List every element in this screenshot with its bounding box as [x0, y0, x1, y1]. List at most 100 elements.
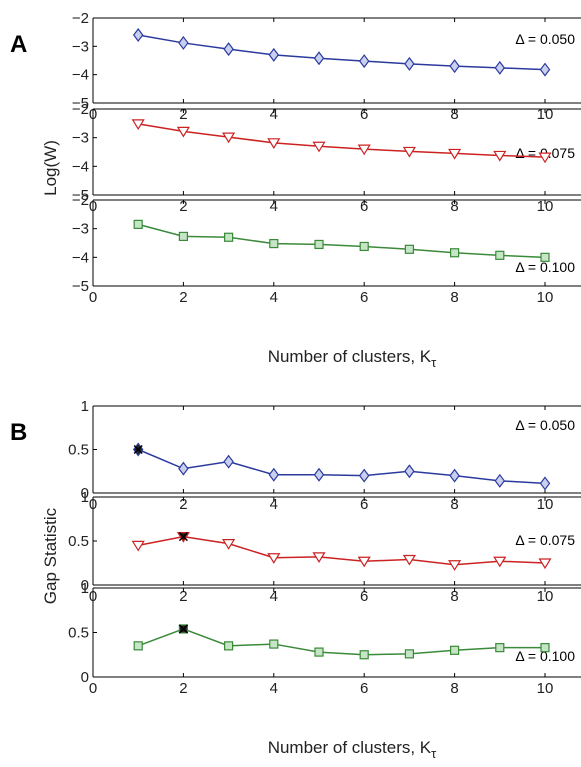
x-tick-label: 4: [270, 106, 278, 123]
x-tick-label: 4: [270, 496, 278, 513]
data-point: [133, 219, 143, 229]
data-point: [538, 558, 552, 570]
delta-annotation: Δ = 0.100: [515, 259, 575, 275]
data-point: [312, 552, 326, 563]
series-line: [137, 628, 545, 656]
x-tick-label: 8: [450, 680, 458, 697]
panel-b-xlabel-main: Number of clusters, K: [268, 738, 432, 757]
y-tick-label: −4: [72, 67, 89, 84]
data-point: [359, 241, 369, 252]
y-tick-label: −3: [72, 130, 89, 147]
delta-annotation: Δ = 0.050: [515, 417, 575, 433]
data-point: [178, 461, 189, 476]
y-tick-label: −4: [72, 249, 89, 266]
x-tick-label: 2: [179, 496, 187, 513]
data-point: [314, 239, 324, 250]
x-tick-label: 8: [450, 289, 458, 306]
data-point: [222, 132, 236, 144]
y-tick-label: 0: [81, 577, 89, 594]
y-tick-label: −3: [72, 221, 89, 238]
data-point: [404, 56, 415, 71]
y-tick-label: −5: [72, 278, 89, 295]
data-point: [267, 553, 281, 564]
optimal-marker: [133, 444, 143, 455]
data-point: [223, 42, 234, 57]
panel-b-xlabel: Number of clusters, Kτ: [268, 738, 437, 761]
x-tick-label: 2: [179, 588, 187, 605]
x-tick-label: 10: [537, 289, 554, 306]
y-tick-label: 1: [81, 580, 89, 597]
data-point: [448, 148, 462, 160]
series-line: [137, 448, 546, 485]
subplot-3: 0 2 4 6 8 10 −5 −4 −3 −2 Δ = 0.100: [72, 192, 581, 306]
x-tick-label: 2: [179, 289, 187, 306]
x-tick-label: 4: [270, 289, 278, 306]
series-line: [138, 34, 546, 71]
x-tick-label: 2: [179, 106, 187, 123]
x-tick-label: 8: [450, 496, 458, 513]
data-point: [359, 650, 369, 660]
y-tick-label: −2: [72, 101, 89, 118]
panel-a-ylabel: Log(W): [41, 140, 60, 196]
subplot-1: 0 2 4 6 8 10−5−4−3−2Δ = 0.050: [72, 10, 581, 123]
data-point: [402, 146, 416, 158]
x-tick-label: 2: [179, 680, 187, 697]
data-point: [178, 231, 188, 242]
panel-a-xlabel-main: Number of clusters, K: [268, 347, 432, 366]
y-tick-label: −3: [72, 38, 89, 55]
y-tick-label: −2: [72, 10, 89, 27]
panel-b-xlabel-sub: τ: [431, 746, 437, 761]
data-point: [267, 138, 281, 149]
data-point: [539, 62, 551, 77]
panel-b-letter: B: [10, 419, 27, 446]
data-point: [448, 560, 462, 571]
data-point: [357, 144, 371, 156]
data-point: [176, 126, 190, 138]
x-tick-label: 0: [89, 680, 97, 697]
data-point: [538, 152, 552, 164]
data-point: [178, 35, 189, 50]
data-point: [404, 244, 414, 254]
y-tick-label: 1: [81, 489, 89, 506]
y-tick-label: −4: [72, 158, 89, 175]
y-tick-label: 0.5: [68, 442, 89, 459]
data-point: [133, 641, 143, 651]
subplot-6: 0 2 4 6 8 10 0 0.5 1 Δ = 0.100: [68, 580, 581, 697]
x-tick-label: 4: [270, 588, 278, 605]
y-tick-label: 0: [81, 669, 89, 686]
data-point: [269, 238, 279, 249]
data-point: [450, 248, 460, 258]
data-point: [268, 47, 280, 62]
y-tick-label: 1: [81, 398, 89, 415]
data-point: [540, 643, 550, 653]
data-point: [450, 645, 460, 655]
data-point: [449, 468, 460, 483]
data-point: [224, 232, 234, 242]
series-line: [138, 123, 546, 158]
optimal-marker: [178, 532, 188, 542]
data-point: [223, 454, 234, 469]
data-point: [493, 150, 507, 162]
data-point: [494, 473, 506, 488]
data-point: [222, 539, 236, 550]
delta-annotation: Δ = 0.100: [515, 648, 575, 664]
data-point: [131, 119, 145, 131]
series-line: [138, 535, 546, 566]
y-tick-label: −5: [72, 95, 89, 112]
data-point: [402, 554, 416, 566]
y-tick-label: −5: [72, 187, 89, 204]
x-tick-label: 10: [537, 588, 554, 605]
y-tick-label: −2: [72, 192, 89, 209]
optimal-marker: [178, 624, 188, 634]
delta-annotation: Δ = 0.075: [515, 532, 575, 548]
x-tick-label: 6: [360, 588, 368, 605]
data-point: [493, 556, 507, 568]
delta-annotation: Δ = 0.050: [515, 31, 575, 47]
data-point: [357, 556, 371, 568]
panel-a-xlabel-sub: τ: [431, 355, 437, 370]
data-point: [314, 647, 324, 657]
